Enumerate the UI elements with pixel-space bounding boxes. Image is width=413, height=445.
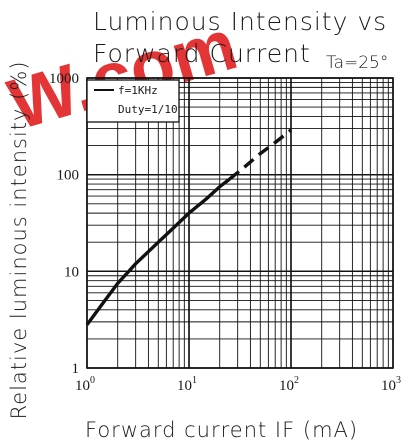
- chart-title-line1: Luminous Intensity vs: [93, 7, 387, 36]
- series-line-solid: [85, 177, 231, 326]
- x-tick-label: 102: [279, 375, 299, 394]
- x-axis-label: Forward current IF (mA): [85, 418, 358, 442]
- legend-box: f=1KHz Duty=1/10: [86, 79, 180, 123]
- y-tick-label: 1: [72, 361, 80, 377]
- legend-label-frequency: f=1KHz: [118, 84, 158, 97]
- series-layer: [85, 128, 293, 326]
- x-tick-label: 100: [75, 375, 95, 394]
- plot-frame: [86, 77, 394, 369]
- chart-title-line2: Forward Current: [93, 39, 311, 68]
- legend-label-duty: Duty=1/10: [118, 103, 178, 116]
- x-tick-label: 101: [177, 375, 197, 394]
- x-tick-label: 103: [381, 375, 401, 394]
- y-axis-label: Relative luminous intensity (%): [7, 61, 31, 420]
- temperature-condition: Ta=25°: [326, 53, 388, 73]
- legend-frame: [86, 79, 180, 123]
- y-tick-label: 1000: [49, 71, 79, 87]
- y-tick-label: 10: [64, 264, 79, 280]
- series-line-dashed: [228, 128, 293, 181]
- y-tick-label: 100: [57, 168, 80, 184]
